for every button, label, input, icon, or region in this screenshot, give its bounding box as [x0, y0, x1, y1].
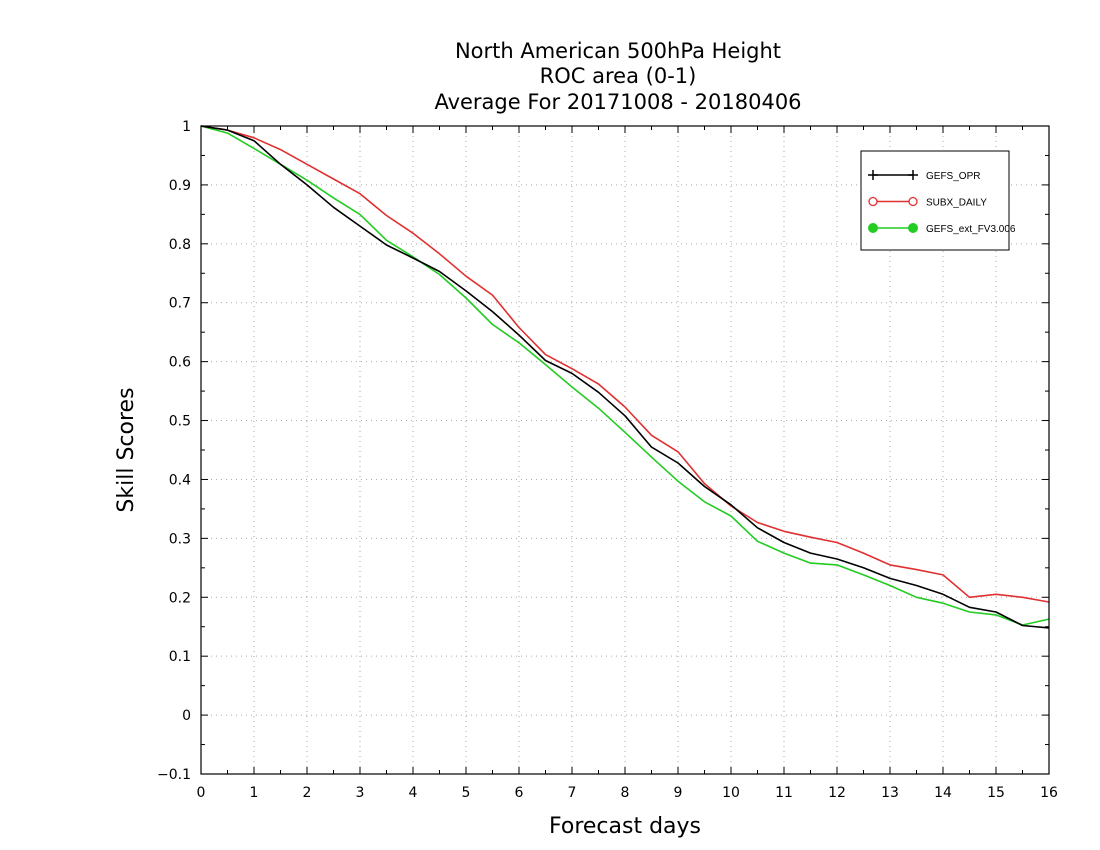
y-tick-label: 0.9: [169, 178, 191, 194]
x-tick-label: 0: [197, 785, 206, 801]
x-tick-label: 15: [987, 785, 1005, 801]
y-tick-label: 0.1: [169, 649, 191, 665]
y-tick-label: 0.6: [169, 355, 191, 371]
x-tick-label: 3: [356, 785, 365, 801]
legend-label-gefs-opr: GEFS_OPR: [926, 171, 980, 182]
chart-title-line-2: ROC area (0-1): [540, 64, 697, 88]
legend-marker-filled-circle: [868, 223, 878, 233]
x-axis-label: Forecast days: [549, 814, 701, 839]
series-line-gefs-ext-fv3-006: [200, 125, 1050, 626]
y-tick-label: 0.3: [169, 531, 191, 547]
legend-marker-open-circle: [868, 196, 878, 207]
chart-title-line-3: Average For 20171008 - 20180406: [434, 90, 801, 114]
chart-title-line-1: North American 500hPa Height: [455, 39, 781, 63]
x-tick-labels: 0 1 2 3 4 5 6 7 8 9 10 11 12 13 14 15 16: [197, 785, 1058, 801]
legend-box: [860, 150, 1010, 251]
y-tick-label: 0.7: [169, 296, 191, 312]
y-tick-label: 0.4: [169, 472, 191, 488]
x-tick-label: 9: [674, 785, 683, 801]
x-tick-label: 7: [568, 785, 577, 801]
series-line-subx-daily: [200, 125, 1050, 603]
x-tick-label: 8: [621, 785, 630, 801]
data-series: [200, 125, 1050, 629]
legend-marker-filled-circle: [908, 223, 918, 233]
legend: GEFS_OPR SUBX_DAILY GEFS_ext_FV3.006: [860, 150, 1016, 251]
x-tick-label: 5: [462, 785, 471, 801]
y-tick-label: 0.2: [169, 590, 191, 606]
x-tick-label: 11: [775, 785, 793, 801]
x-tick-label: 16: [1040, 785, 1058, 801]
plot-frame: [200, 125, 1050, 775]
y-tick-labels: −0.1 0 0.1 0.2 0.3 0.4 0.5 0.6 0.7 0.8 0.9 1: [157, 119, 191, 783]
x-tick-label: 4: [409, 785, 418, 801]
legend-entries: GEFS_OPR SUBX_DAILY GEFS_ext_FV3.006: [868, 170, 1016, 235]
x-tick-label: 1: [250, 785, 259, 801]
x-tick-label: 12: [828, 785, 846, 801]
y-tick-label: 0: [182, 708, 191, 724]
x-tick-label: 13: [881, 785, 899, 801]
legend-label-subx-daily: SUBX_DAILY: [926, 198, 987, 209]
y-tick-label: 0.8: [169, 237, 191, 253]
x-tick-label: 2: [303, 785, 312, 801]
legend-label-gefs-ext-fv3-006: GEFS_ext_FV3.006: [926, 224, 1016, 235]
x-tick-label: 10: [722, 785, 740, 801]
x-tick-label: 14: [934, 785, 952, 801]
y-axis-label: Skill Scores: [114, 387, 139, 512]
chart-title: North American 500hPa Height ROC area (0…: [434, 39, 801, 114]
grid-lines: [201, 126, 1049, 774]
y-tick-label: 0.5: [169, 414, 191, 430]
y-tick-label: 1: [182, 119, 191, 135]
legend-marker-open-circle: [908, 196, 918, 207]
y-tick-label: −0.1: [157, 767, 191, 783]
x-tick-label: 6: [515, 785, 524, 801]
series-line-gefs-opr: [200, 125, 1050, 629]
